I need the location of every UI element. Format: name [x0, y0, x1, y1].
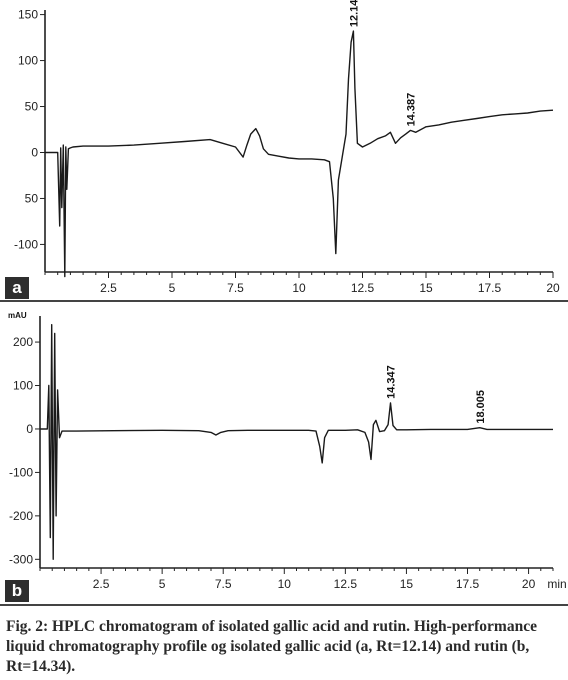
x-tick-label-b: 20 — [522, 577, 536, 591]
caption-divider — [0, 604, 568, 606]
x-tick-label-b: 17.5 — [456, 577, 480, 591]
panel-label-b: b — [5, 580, 29, 602]
x-tick-label-a: 17.5 — [478, 281, 502, 295]
x-tick-label-b: 10 — [278, 577, 292, 591]
y-tick-label-b: -300 — [9, 552, 33, 566]
x-tick-label-a: 12.5 — [351, 281, 375, 295]
figure-caption: Fig. 2: HPLC chromatogram of isolated ga… — [6, 618, 537, 675]
x-unit-label-b: min — [547, 577, 566, 591]
panel-label-a: a — [5, 277, 29, 299]
x-tick-label-b: 2.5 — [93, 577, 110, 591]
y-tick-label-b: 0 — [26, 422, 33, 436]
x-tick-label-b: 5 — [159, 577, 166, 591]
x-tick-label-a: 2.5 — [100, 281, 117, 295]
x-tick-label-b: 7.5 — [215, 577, 232, 591]
x-tick-label-a: 15 — [419, 281, 433, 295]
peak-retention-label-a: 12.140 — [348, 0, 360, 27]
y-tick-label-b: 200 — [13, 335, 33, 349]
x-tick-label-a: 10 — [292, 281, 306, 295]
panel-divider — [0, 300, 568, 302]
y-unit-label-b: mAU — [8, 311, 27, 320]
x-tick-label-b: 12.5 — [334, 577, 358, 591]
y-tick-label-a: 0 — [31, 145, 38, 159]
chart-b-svg: 200 100 0 -100 -200 -300 2.5 5 7.5 10 12.5 15 17.5 20… — [8, 311, 567, 591]
x-tick-label-a: 7.5 — [227, 281, 244, 295]
chart-a-svg: 150 100 50 0 50 -100 2.5 5 7.5 10 12.5 15 17.5 20 12.1… — [14, 0, 560, 295]
x-tick-label-a: 5 — [169, 281, 176, 295]
chromatogram-a: 150 100 50 0 50 -100 2.5 5 7.5 10 12.5 15 17.5 20 12.1… — [0, 0, 568, 300]
y-tick-label-b: -200 — [9, 509, 33, 523]
y-tick-label-a: 150 — [18, 8, 38, 22]
y-tick-label-a: -100 — [14, 237, 38, 251]
y-tick-label-a: 50 — [25, 191, 39, 205]
chromatogram-trace-b — [40, 324, 553, 560]
peak-retention-label-b: 18.005 — [475, 390, 487, 424]
chromatogram-b: 200 100 0 -100 -200 -300 2.5 5 7.5 10 12.5 15 17.5 20… — [0, 302, 568, 604]
y-tick-label-a: 100 — [18, 54, 38, 68]
chromatogram-trace-a — [45, 30, 554, 278]
x-tick-label-b: 15 — [400, 577, 414, 591]
x-tick-label-a: 20 — [546, 281, 560, 295]
y-tick-label-a: 50 — [25, 100, 39, 114]
peak-retention-label-b: 14.347 — [385, 365, 397, 399]
peak-retention-label-a: 14.387 — [405, 93, 417, 127]
y-tick-label-b: -100 — [9, 465, 33, 479]
y-tick-label-b: 100 — [13, 379, 33, 393]
